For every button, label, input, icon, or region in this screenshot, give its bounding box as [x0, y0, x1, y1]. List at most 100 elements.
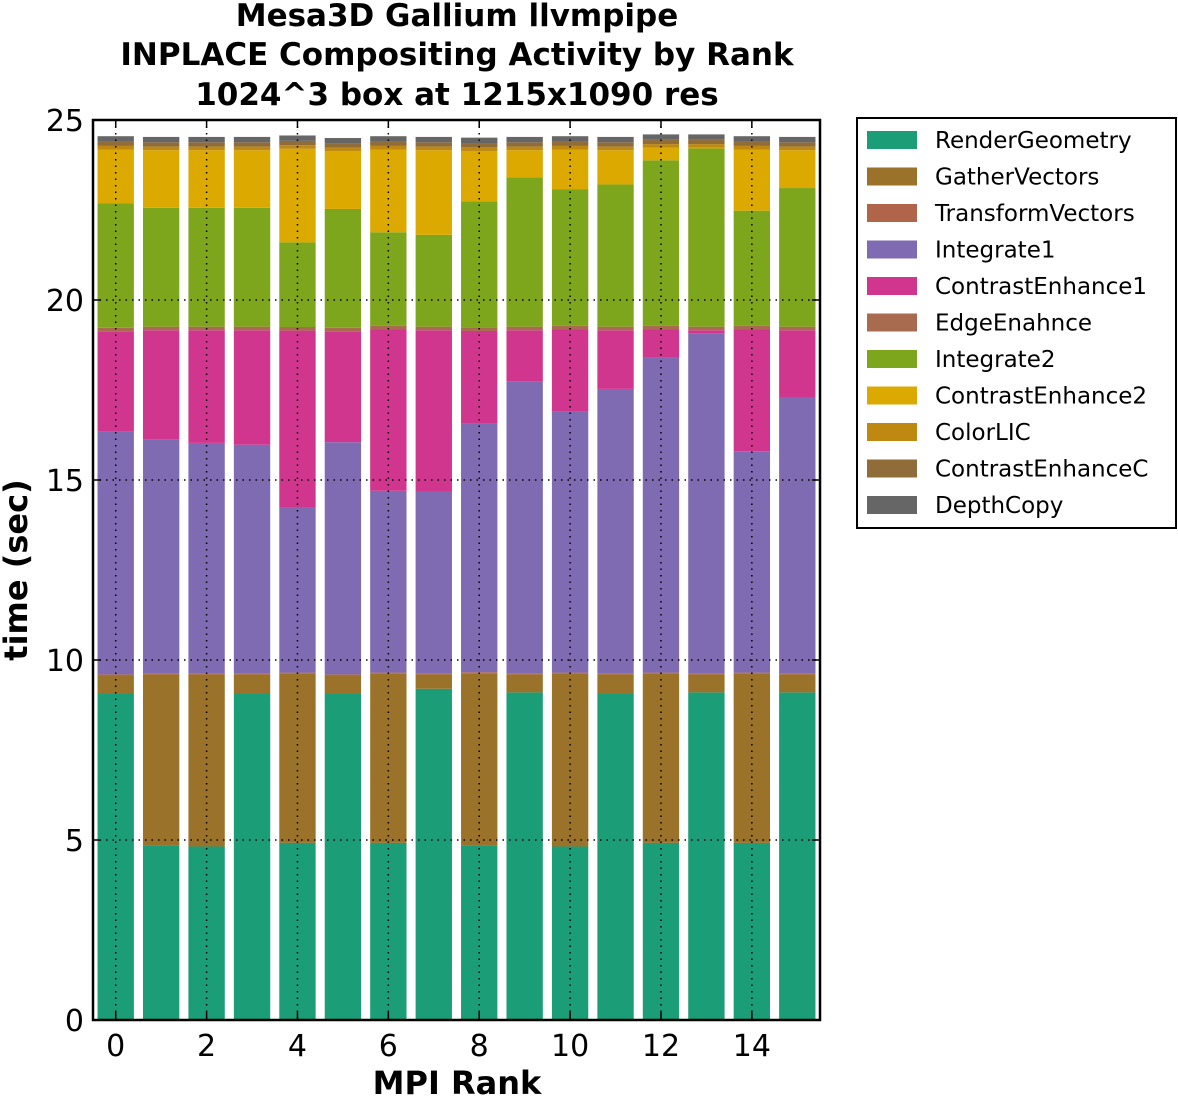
- x-tick-label: 2: [197, 1029, 216, 1064]
- bar-segment-depthcopy-rank-3: [233, 136, 271, 143]
- bar-segment-transformvectors-rank-0: [97, 674, 134, 676]
- y-tick-label: 15: [46, 464, 84, 499]
- bar-segment-edgeenahnce-rank-6: [370, 325, 407, 330]
- bar-segment-colorlic-rank-3: [233, 146, 271, 151]
- bar-segment-rendergeometry-rank-14: [733, 842, 771, 1020]
- bar-segment-integrate1-rank-3: [233, 444, 271, 674]
- bar-segment-rendergeometry-rank-5: [324, 693, 362, 1020]
- legend-label-edgeenahnce: EdgeEnahnce: [935, 311, 1092, 337]
- bar-segment-integrate1-rank-4: [279, 507, 316, 673]
- bar-segment-contrastenhance2-rank-1: [142, 150, 180, 208]
- bar-segment-contrastenhance2-rank-12: [642, 147, 680, 161]
- bar-segment-contrastenhance2-rank-9: [506, 150, 543, 178]
- bar-segment-contrastenhancec-rank-3: [233, 142, 271, 147]
- bar-segment-integrate2-rank-11: [597, 184, 634, 327]
- bar-segment-colorlic-rank-14: [733, 145, 771, 150]
- bar-segment-transformvectors-rank-1: [142, 673, 180, 675]
- legend-label-integrate2: Integrate2: [935, 347, 1055, 373]
- bar-segment-contrastenhancec-rank-2: [188, 142, 225, 147]
- legend-swatch-depthcopy: [867, 496, 917, 514]
- bar-segment-contrastenhance2-rank-11: [597, 150, 634, 185]
- legend: RenderGeometry GatherVectors TransformVect…: [856, 117, 1177, 529]
- bar-segment-contrastenhance1-rank-12: [642, 329, 680, 358]
- bar-segment-contrastenhance2-rank-3: [233, 150, 271, 208]
- bar-segment-gathervectors-rank-9: [506, 674, 543, 693]
- x-tick-label: 10: [551, 1029, 589, 1064]
- bar-segment-depthcopy-rank-1: [142, 136, 180, 143]
- x-tick-label: 8: [470, 1029, 489, 1064]
- y-tick-label: 5: [65, 824, 84, 859]
- bar-segment-integrate1-rank-2: [188, 442, 225, 674]
- bar-segment-contrastenhancec-rank-5: [324, 143, 362, 148]
- bar-segment-contrastenhance1-rank-1: [142, 330, 180, 440]
- bar-segment-gathervectors-rank-10: [551, 673, 589, 847]
- legend-swatch-integrate1: [867, 240, 917, 259]
- y-tick-label: 0: [65, 1004, 84, 1039]
- legend-label-depthcopy: DepthCopy: [935, 493, 1063, 519]
- bar-segment-depthcopy-rank-11: [597, 136, 634, 143]
- bar-segment-contrastenhance1-rank-14: [733, 329, 771, 452]
- bar-segment-edgeenahnce-rank-0: [97, 327, 134, 332]
- bar-segment-contrastenhance2-rank-5: [324, 151, 362, 209]
- bar-segment-edgeenahnce-rank-14: [733, 325, 771, 330]
- plot-frame: [91, 118, 822, 1022]
- bar-segment-transformvectors-rank-13: [688, 673, 725, 675]
- bar-segment-rendergeometry-rank-11: [597, 693, 634, 1020]
- bar-segment-rendergeometry-rank-6: [370, 842, 407, 1020]
- bar-segment-depthcopy-rank-6: [370, 136, 407, 142]
- bar-segment-edgeenahnce-rank-7: [415, 326, 452, 331]
- bar-segment-contrastenhancec-rank-15: [779, 142, 816, 147]
- bar-segment-integrate1-rank-10: [551, 411, 589, 673]
- bar-segment-integrate2-rank-14: [733, 210, 771, 326]
- y-tick-label: 10: [46, 644, 84, 679]
- bar-segment-contrastenhance1-rank-4: [279, 330, 316, 507]
- bar-segment-gathervectors-rank-13: [688, 674, 725, 693]
- bar-segment-colorlic-rank-7: [415, 146, 452, 151]
- legend-label-contrastenhancec: ContrastEnhanceC: [935, 457, 1149, 483]
- bar-segment-depthcopy-rank-15: [779, 136, 816, 143]
- bar-segment-contrastenhance1-rank-3: [233, 330, 271, 445]
- x-tick-label: 6: [379, 1029, 398, 1064]
- bar-segment-gathervectors-rank-1: [142, 674, 180, 846]
- bar-segment-edgeenahnce-rank-1: [142, 326, 180, 331]
- bar-segment-depthcopy-rank-5: [324, 138, 362, 144]
- bar-segment-contrastenhance2-rank-10: [551, 149, 589, 190]
- bar-segment-rendergeometry-rank-7: [415, 688, 452, 1020]
- bar-segment-depthcopy-rank-14: [733, 136, 771, 142]
- bar-segment-edgeenahnce-rank-10: [551, 325, 589, 330]
- bar-segment-contrastenhancec-rank-12: [642, 139, 680, 145]
- bar-segment-contrastenhance2-rank-0: [97, 149, 134, 204]
- bar-segment-transformvectors-rank-3: [233, 673, 271, 675]
- bar-segment-rendergeometry-rank-12: [642, 842, 680, 1020]
- bar-segment-contrastenhance1-rank-6: [370, 329, 407, 491]
- bar-segment-contrastenhancec-rank-4: [279, 140, 316, 146]
- bar-segment-rendergeometry-rank-13: [688, 692, 725, 1020]
- bar-segment-contrastenhancec-rank-10: [551, 141, 589, 146]
- bar-segment-gathervectors-rank-3: [233, 674, 271, 694]
- bar-segment-depthcopy-rank-0: [97, 136, 134, 142]
- bar-segment-integrate1-rank-15: [779, 397, 816, 674]
- bar-segment-integrate2-rank-9: [506, 177, 543, 327]
- bar-segment-edgeenahnce-rank-15: [779, 326, 816, 331]
- bar-segment-contrastenhancec-rank-9: [506, 142, 543, 147]
- x-tick-label: 0: [106, 1029, 125, 1064]
- bar-segment-contrastenhancec-rank-13: [688, 139, 725, 145]
- bars-layer: [97, 134, 816, 1020]
- bar-segment-contrastenhancec-rank-7: [415, 142, 452, 147]
- bar-segment-contrastenhance1-rank-8: [461, 330, 498, 424]
- bar-segment-colorlic-rank-10: [551, 145, 589, 150]
- bar-segment-integrate1-rank-9: [506, 381, 543, 674]
- bar-segment-colorlic-rank-1: [142, 146, 180, 151]
- bar-segment-integrate2-rank-15: [779, 188, 816, 327]
- bar-segment-integrate2-rank-13: [688, 148, 725, 327]
- bar-segment-contrastenhance2-rank-7: [415, 150, 452, 235]
- legend-swatch-contrastenhance1: [867, 277, 917, 295]
- bar-segment-edgeenahnce-rank-9: [506, 326, 543, 331]
- bar-segment-rendergeometry-rank-9: [506, 692, 543, 1020]
- legend-swatch-contrastenhancec: [867, 459, 917, 478]
- bar-segment-transformvectors-rank-7: [415, 673, 452, 675]
- y-axis-label: time (sec): [0, 479, 35, 660]
- legend-label-contrastenhance1: ContrastEnhance1: [935, 274, 1147, 300]
- bar-segment-depthcopy-rank-9: [506, 136, 543, 143]
